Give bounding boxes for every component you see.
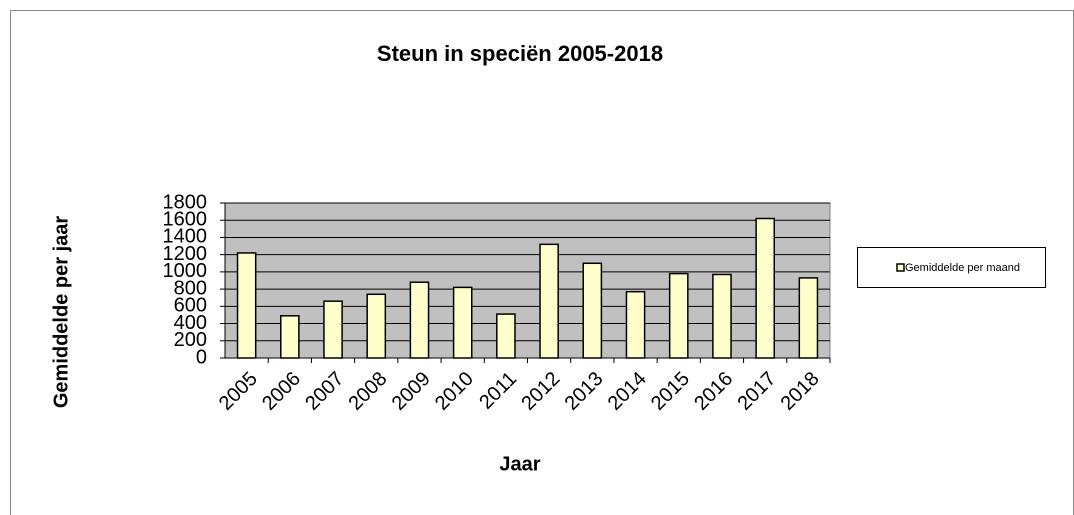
bar	[496, 313, 516, 359]
bar	[668, 272, 689, 359]
y-tick-label: 400	[174, 312, 207, 334]
bar	[582, 262, 603, 359]
chart-title: Steun in speciën 2005-2018	[377, 41, 663, 66]
y-tick-label: 0	[196, 346, 207, 368]
legend-label: Gemiddelde per maand	[905, 262, 1020, 274]
y-tick-label: 600	[174, 295, 207, 317]
y-tick-label: 1000	[163, 260, 208, 282]
bar	[625, 290, 646, 359]
y-tick-label: 200	[174, 329, 207, 351]
bar	[366, 293, 387, 359]
y-axis-label: Gemiddelde per jaar	[50, 216, 72, 409]
legend-box	[857, 247, 1046, 288]
y-tick-label: 1800	[163, 191, 208, 213]
y-tick-label: 800	[174, 277, 207, 299]
bar	[539, 243, 559, 359]
bar	[323, 300, 343, 359]
y-tick-label: 1600	[163, 209, 208, 231]
plot-area	[224, 202, 831, 359]
y-tick-label: 1400	[163, 226, 208, 248]
bar	[236, 252, 257, 359]
bar	[798, 277, 819, 359]
bar	[452, 286, 473, 359]
bar	[279, 315, 300, 359]
legend-marker	[896, 263, 905, 272]
bar	[409, 281, 430, 359]
bar	[755, 217, 776, 359]
bar	[712, 273, 732, 359]
y-tick-label: 1200	[163, 243, 208, 265]
x-axis-label: Jaar	[499, 453, 540, 475]
